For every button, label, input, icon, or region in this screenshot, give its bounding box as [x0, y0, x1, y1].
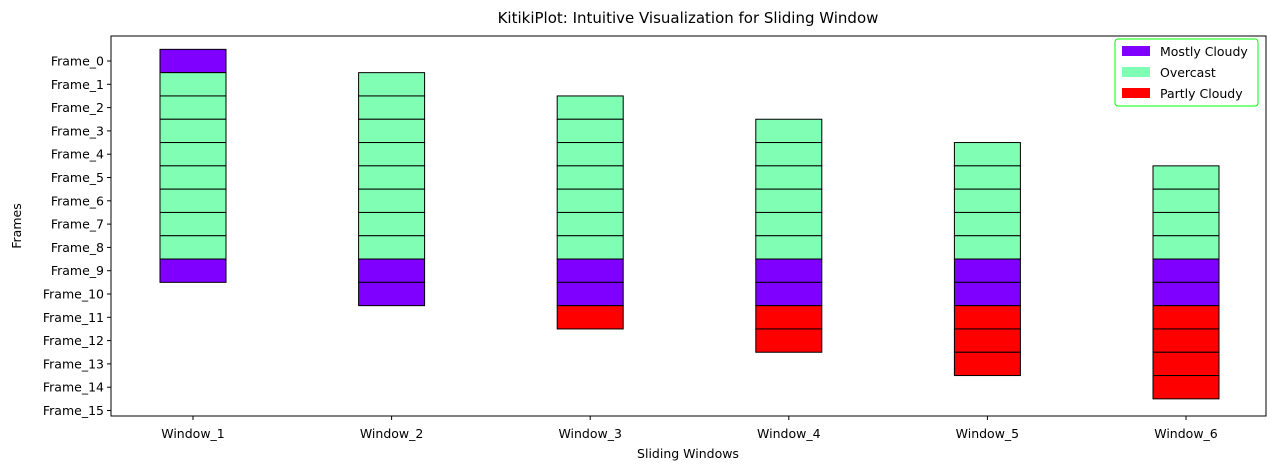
cell-4-frame-8	[755, 235, 823, 260]
cell-3-frame-10	[556, 281, 624, 307]
y-tick-label: Frame_5	[51, 170, 104, 185]
cell-5-frame-4	[953, 142, 1021, 167]
cell-4-frame-6	[755, 188, 823, 213]
x-tick-label: Window_4	[757, 426, 821, 441]
y-tick-label: Frame_14	[43, 380, 104, 395]
cell-3-frame-2	[556, 95, 624, 120]
legend-label: Partly Cloudy	[1160, 86, 1243, 101]
cell-4-frame-7	[755, 211, 823, 237]
cell-6-frame-14	[1152, 375, 1220, 400]
y-tick-label: Frame_7	[51, 217, 104, 232]
legend-swatch	[1122, 46, 1150, 56]
legend-label: Mostly Cloudy	[1160, 44, 1248, 59]
y-tick-label: Frame_8	[51, 240, 104, 255]
cell-6-frame-10	[1152, 281, 1220, 307]
y-tick-label: Frame_10	[43, 287, 104, 302]
x-tick-label: Window_3	[558, 426, 622, 441]
cell-5-frame-8	[953, 235, 1021, 260]
cell-2-frame-3	[358, 118, 426, 144]
cell-layer	[159, 48, 1220, 400]
y-tick-label: Frame_12	[43, 333, 104, 348]
cell-1-frame-5	[159, 165, 227, 190]
cell-4-frame-11	[755, 305, 823, 330]
cell-5-frame-13	[953, 351, 1021, 377]
cell-3-frame-5	[556, 165, 624, 190]
cell-2-frame-8	[358, 235, 426, 260]
cell-2-frame-1	[358, 72, 426, 97]
cell-6-frame-13	[1152, 351, 1220, 377]
cell-3-frame-9	[556, 258, 624, 283]
cell-4-frame-10	[755, 281, 823, 307]
cell-2-frame-10	[358, 281, 426, 307]
cell-5-frame-11	[953, 305, 1021, 330]
cell-2-frame-4	[358, 142, 426, 167]
legend: Mostly Cloudy Overcast Partly Cloudy	[1114, 38, 1259, 107]
cell-1-frame-9	[159, 258, 227, 283]
cell-1-frame-2	[159, 95, 227, 120]
legend-box	[1114, 38, 1259, 107]
cell-3-frame-7	[556, 211, 624, 237]
cell-2-frame-6	[358, 188, 426, 213]
cell-5-frame-7	[953, 211, 1021, 237]
cell-1-frame-4	[159, 142, 227, 167]
cell-3-frame-4	[556, 142, 624, 167]
x-tick-label: Window_5	[956, 426, 1020, 441]
y-axis-label: Frames	[9, 203, 24, 248]
cell-6-frame-7	[1152, 211, 1220, 237]
cell-2-frame-7	[358, 211, 426, 237]
cell-1-frame-8	[159, 235, 227, 260]
cell-1-frame-3	[159, 118, 227, 144]
cell-6-frame-12	[1152, 328, 1220, 353]
y-tick-label: Frame_9	[51, 263, 104, 278]
cell-4-frame-5	[755, 165, 823, 190]
cell-4-frame-3	[755, 118, 823, 144]
plot-frame	[110, 35, 1267, 417]
cell-4-frame-9	[755, 258, 823, 283]
legend-swatch	[1122, 67, 1150, 77]
y-tick-label: Frame_2	[51, 100, 104, 115]
x-tick-label: Window_6	[1154, 426, 1218, 441]
cell-3-frame-6	[556, 188, 624, 213]
y-tick-label: Frame_3	[51, 123, 104, 138]
x-axis-ticks: Window_1 Window_2 Window_3 Window_4 Window_5…	[161, 416, 1218, 441]
cell-3-frame-8	[556, 235, 624, 260]
y-tick-label: Frame_1	[51, 77, 104, 92]
cell-1-frame-0	[159, 48, 227, 74]
cell-3-frame-3	[556, 118, 624, 144]
cell-2-frame-2	[358, 95, 426, 120]
x-tick-label: Window_1	[161, 426, 225, 441]
cell-1-frame-6	[159, 188, 227, 213]
cell-5-frame-9	[953, 258, 1021, 283]
y-axis-ticks: Frame_0 Frame_1 Frame_2 Frame_3 Frame_4 Frame…	[43, 54, 111, 418]
chart-title: KitikiPlot: Intuitive Visualization for …	[498, 9, 879, 27]
cell-5-frame-12	[953, 328, 1021, 353]
cell-4-frame-4	[755, 142, 823, 167]
cell-1-frame-1	[159, 72, 227, 97]
cell-2-frame-9	[358, 258, 426, 283]
y-tick-label: Frame_6	[51, 193, 104, 208]
cell-5-frame-10	[953, 281, 1021, 307]
y-tick-label: Frame_15	[43, 403, 104, 418]
cell-1-frame-7	[159, 211, 227, 237]
cell-4-frame-12	[755, 328, 823, 353]
cell-6-frame-8	[1152, 235, 1220, 260]
legend-swatch	[1122, 88, 1150, 98]
cell-6-frame-5	[1152, 165, 1220, 190]
cell-6-frame-9	[1152, 258, 1220, 283]
cell-6-frame-6	[1152, 188, 1220, 213]
cell-6-frame-11	[1152, 305, 1220, 330]
y-tick-label: Frame_11	[43, 310, 104, 325]
x-axis-label: Sliding Windows	[637, 446, 739, 461]
legend-label: Overcast	[1160, 65, 1216, 80]
y-tick-label: Frame_0	[51, 54, 104, 69]
cell-5-frame-5	[953, 165, 1021, 190]
cell-5-frame-6	[953, 188, 1021, 213]
x-tick-label: Window_2	[360, 426, 424, 441]
cell-2-frame-5	[358, 165, 426, 190]
y-tick-label: Frame_13	[43, 356, 104, 371]
y-tick-label: Frame_4	[51, 147, 104, 162]
cell-3-frame-11	[556, 305, 624, 330]
